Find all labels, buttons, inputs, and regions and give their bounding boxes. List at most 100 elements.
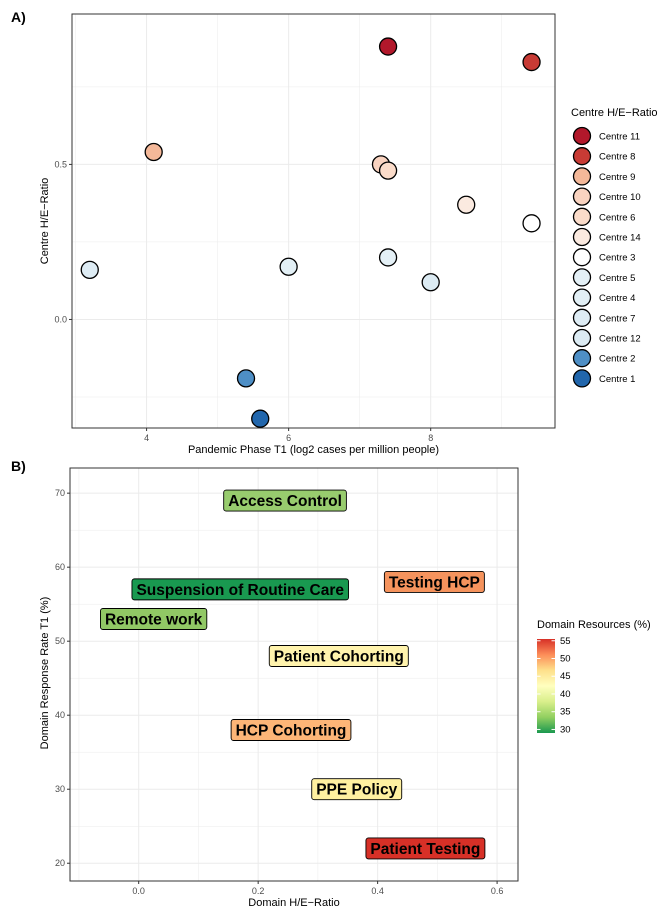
y-tick-label: 20 [55, 858, 65, 868]
y-tick-label: 60 [55, 562, 65, 572]
panel-a-grid [72, 14, 555, 428]
y-tick-label: 40 [55, 710, 65, 720]
x-tick-label: 6 [286, 433, 291, 443]
panel-a-x-axis-label: Pandemic Phase T1 (log2 cases per millio… [188, 444, 439, 456]
domain-label-patient-testing: Patient Testing [365, 837, 486, 860]
domain-label-suspension-of-routine-care: Suspension of Routine Care [131, 578, 349, 601]
x-tick-label: 0.0 [132, 886, 145, 896]
domain-label-patient-cohorting: Patient Cohorting [268, 645, 409, 667]
domain-label-remote-work: Remote work [100, 608, 208, 630]
point-centre-12 [421, 273, 440, 292]
legend-key [572, 227, 592, 247]
domain-label-text: PPE Policy [316, 782, 397, 799]
panel-b-x-axis-label: Domain H/E−Ratio [248, 897, 339, 909]
point-centre-7 [80, 260, 99, 279]
colorbar-tick-label: 35 [560, 707, 571, 718]
legend-label: Centre 11 [599, 132, 640, 143]
panel-a-plot-area [72, 14, 555, 428]
legend-label: Centre 7 [599, 313, 635, 324]
panel-a-tag: A) [11, 9, 26, 25]
legend-label: Centre 3 [599, 253, 635, 264]
domain-label-testing-hcp: Testing HCP [383, 571, 485, 593]
domain-label-ppe-policy: PPE Policy [311, 778, 403, 801]
panel-b-tag: B) [11, 458, 26, 474]
panel-b: B) 0.0 0.2 0.4 0.6 20 30 40 50 60 70 Access Cont… [11, 458, 651, 909]
panel-b-y-axis-label: Domain Response Rate T1 (%) [39, 597, 51, 750]
y-tick-label: 70 [55, 488, 65, 498]
point-centre-1 [251, 409, 270, 428]
panel-a-frame [71, 13, 556, 429]
legend-label: Centre 8 [599, 152, 635, 163]
point-centre-2 [236, 369, 256, 388]
panel-b-frame [69, 467, 519, 882]
legend-label: Centre 6 [599, 212, 635, 223]
legend-label: Centre 4 [599, 293, 635, 304]
legend-key [572, 126, 592, 146]
legend-key [572, 207, 592, 226]
domain-label-text: Remote work [105, 611, 203, 628]
legend-key [572, 349, 592, 368]
point-centre-3 [522, 214, 541, 233]
domain-label-box [365, 837, 486, 860]
point-centre-6 [378, 161, 398, 180]
y-tick-label: 30 [55, 784, 65, 794]
x-tick-label: 4 [144, 433, 149, 443]
colorbar-tick-label: 30 [560, 724, 571, 735]
domain-label-text: HCP Cohorting [236, 723, 347, 740]
legend-key [572, 369, 592, 388]
panel-a-y-ticks: 0.0 0.5 [54, 159, 72, 324]
legend-label: Centre 1 [599, 374, 635, 385]
x-tick-label: 0.6 [491, 886, 504, 896]
panel-b-plot-area [70, 468, 518, 881]
point-centre-9 [144, 142, 163, 162]
domain-label-box [223, 489, 347, 512]
colorbar-tick-label: 55 [560, 636, 571, 647]
panel-a: A) 4 6 8 0.0 0.5 Pandemic Phase T1 (log2 ca… [11, 9, 658, 456]
panel-a-x-ticks: 4 6 8 [144, 428, 433, 443]
colorbar-tick-label: 45 [560, 671, 571, 682]
domain-label-text: Suspension of Routine Care [136, 582, 344, 599]
point-centre-5 [378, 248, 398, 267]
panel-a-points [80, 37, 541, 428]
legend-key [572, 308, 592, 327]
y-tick-label: 0.0 [54, 314, 67, 324]
panel-b-x-ticks: 0.0 0.2 0.4 0.6 [132, 881, 503, 896]
point-centre-4 [279, 257, 298, 276]
domain-label-text: Patient Cohorting [274, 648, 404, 665]
domain-label-box [311, 778, 403, 801]
y-tick-label: 0.5 [54, 159, 67, 169]
domain-label-text: Access Control [228, 493, 342, 510]
legend-key [572, 167, 592, 186]
panel-b-y-ticks: 20 30 40 50 60 70 [55, 488, 70, 868]
point-centre-11 [378, 37, 398, 56]
panel-b-legend-title: Domain Resources (%) [537, 619, 651, 631]
legend-key [572, 328, 592, 348]
panel-a-legend-title: Centre H/E−Ratio [571, 107, 658, 119]
domain-label-box [268, 645, 409, 667]
legend-label: Centre 2 [599, 354, 635, 365]
legend-key [572, 147, 592, 166]
domain-label-box [131, 578, 349, 601]
x-tick-label: 8 [428, 433, 433, 443]
legend-key [572, 248, 592, 267]
legend-key [572, 288, 592, 307]
panel-b-grid [70, 468, 518, 881]
legend-label: Centre 14 [599, 233, 641, 244]
panel-a-y-axis-label: Centre H/E−Ratio [39, 178, 51, 265]
point-centre-8 [522, 52, 541, 72]
domain-label-access-control: Access Control [223, 489, 347, 512]
legend-key [572, 268, 592, 287]
x-tick-label: 0.2 [252, 886, 265, 896]
panel-b-colorbar [537, 639, 555, 733]
x-tick-label: 0.4 [371, 886, 384, 896]
domain-label-hcp-cohorting: HCP Cohorting [230, 719, 352, 741]
legend-label: Centre 12 [599, 334, 641, 345]
legend-label: Centre 5 [599, 273, 635, 284]
legend-label: Centre 9 [599, 172, 635, 183]
panel-a-legend: Centre H/E−Ratio Centre 11 Centre 8 Centre… [571, 107, 658, 388]
panel-b-labels: Access Control Suspension of Routine Care… [100, 489, 486, 860]
domain-label-text: Testing HCP [389, 574, 480, 591]
colorbar-tick-label: 40 [560, 689, 571, 700]
panel-b-colorbar-ticks: 30 35 40 45 50 55 [537, 636, 571, 735]
